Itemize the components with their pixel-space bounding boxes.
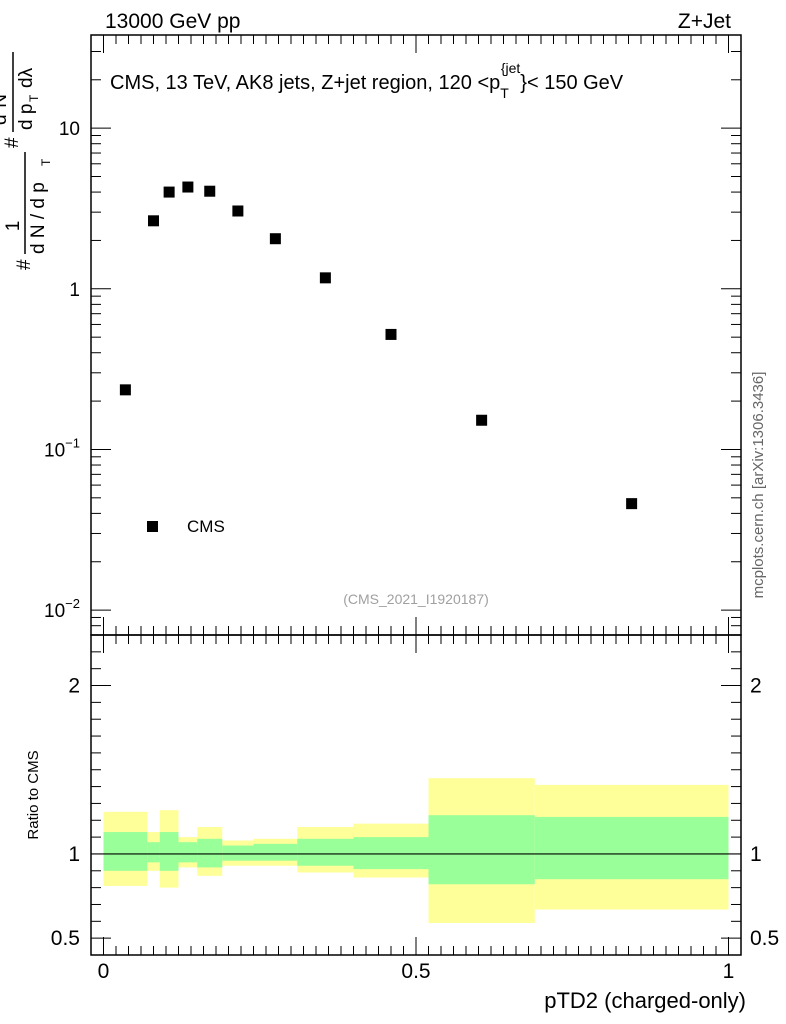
tick-base: 10 <box>44 601 65 622</box>
tick-base: 10 <box>44 440 65 461</box>
ratio-inner-band-bin <box>159 832 179 871</box>
main-y-tick-label: 10−2 <box>44 596 80 622</box>
ratio-inner-band-bin <box>197 838 223 868</box>
x-axis-label: pTD2 (charged-only) <box>544 988 746 1013</box>
ylabel-frac2-sub: T <box>27 94 41 102</box>
ylabel-frac1-denominator: d N / d p <box>28 182 49 254</box>
ratio-y-tick-label-right: 1 <box>750 843 762 866</box>
plot-title-superscript: {jet <box>501 60 521 76</box>
header-right-label: Z+Jet <box>678 10 731 33</box>
legend-cms-marker <box>147 521 158 532</box>
x-tick-label: 0 <box>98 960 110 983</box>
cms-data-point <box>204 185 216 197</box>
ratio-inner-band-bin <box>147 842 160 863</box>
ratio-inner-band-bin <box>253 843 298 861</box>
ratio-uncertainty-bands <box>103 778 729 923</box>
ratio-inner-band-bin <box>103 832 148 871</box>
ratio-axis-ticks <box>91 634 741 956</box>
plot-title-main: CMS, 13 TeV, AK8 jets, Z+jet region, 120… <box>110 72 500 94</box>
cms-data-point <box>163 186 175 198</box>
ylabel-frac1-numerator: 1 <box>3 221 24 232</box>
ylabel-frac2-num-n: N <box>0 94 11 108</box>
analysis-watermark: (CMS_2021_I1920187) <box>343 591 489 607</box>
ratio-y-tick-label-left: 1 <box>68 843 80 866</box>
ylabel-frac2-num-d: d <box>0 114 11 125</box>
cms-data-point <box>626 498 638 510</box>
side-credit-label: mcplots.cern.ch [arXiv:1306.3436] <box>750 372 767 599</box>
main-y-tick-label: 10−1 <box>44 435 80 461</box>
ratio-panel: 0.5 0.51 12 2 0 0.5 1 <box>51 634 779 983</box>
header-left-label: 13000 GeV pp <box>105 10 240 33</box>
ylabel-frac1-sub: T <box>39 158 53 166</box>
cms-data-point <box>182 181 194 193</box>
ratio-inner-band-bin <box>534 816 729 880</box>
ylabel-frac2-dlambda: dλ <box>16 67 37 88</box>
ylabel-frac2-numerator: d2N <box>0 94 11 125</box>
legend-cms-label: CMS <box>187 517 225 536</box>
main-y-axis-label: # 1 d N / d p T # d2N d p T dλ <box>0 52 53 270</box>
cms-data-point <box>385 328 397 340</box>
main-y-tick-label: 1 <box>69 280 80 301</box>
ratio-inner-band-bin <box>297 838 354 866</box>
cms-data-point <box>476 414 488 426</box>
tick-exponent: −1 <box>65 435 80 450</box>
cms-data-point <box>319 272 331 284</box>
ratio-inner-band-bin <box>222 845 254 861</box>
ratio-y-tick-label-right: 0.5 <box>750 927 779 950</box>
cms-data-point <box>119 384 131 396</box>
cms-data-point <box>269 233 281 245</box>
main-y-tick-label: 10 <box>59 119 80 140</box>
ratio-inner-band-bin <box>428 815 535 885</box>
ratio-inner-band-bin <box>353 837 429 870</box>
main-axis-ticks <box>91 35 741 636</box>
x-tick-label: 0.5 <box>401 960 430 983</box>
ylabel-frac2-num-sup: 2 <box>0 107 1 114</box>
ratio-y-tick-label-right: 2 <box>750 675 762 698</box>
ratio-inner-band-bin <box>178 842 198 863</box>
x-tick-label: 1 <box>723 960 735 983</box>
cms-data-point <box>148 215 159 227</box>
ratio-y-tick-label-left: 0.5 <box>51 927 80 950</box>
ratio-y-axis-label: Ratio to CMS <box>25 750 42 839</box>
main-panel-frame <box>90 34 742 636</box>
ylabel-frac2-denominator: d p <box>16 104 37 130</box>
cms-data-points <box>119 181 638 510</box>
ratio-y-tick-labels: 0.5 0.5 1 1 2 2 <box>51 675 779 951</box>
tick-exponent: −2 <box>65 596 80 611</box>
plot-title: CMS, 13 TeV, AK8 jets, Z+jet region, 120… <box>110 60 624 101</box>
cms-data-point <box>232 205 244 217</box>
ratio-y-tick-label-left: 2 <box>68 675 80 698</box>
plot-title-end: }< 150 GeV <box>520 72 624 94</box>
plot-title-subscript: T <box>500 85 509 101</box>
ylabel-hash-1: # <box>14 259 35 270</box>
x-tick-labels: 0 0.5 1 <box>98 960 735 983</box>
ylabel-hash-2: # <box>2 137 23 148</box>
